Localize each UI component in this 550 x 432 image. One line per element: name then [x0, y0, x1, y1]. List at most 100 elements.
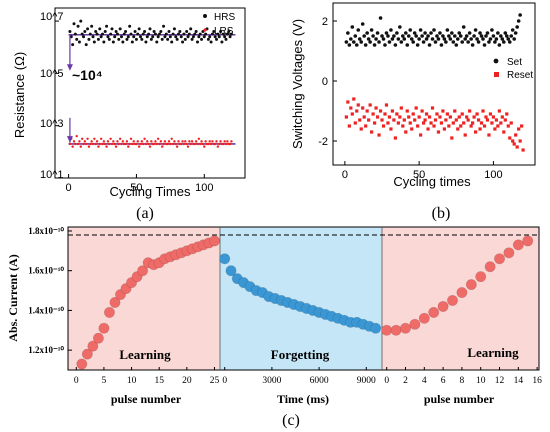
b-point-set [386, 34, 390, 38]
b-point-set [417, 37, 421, 41]
a-point-lrs [127, 145, 130, 148]
b-point-reset [344, 115, 348, 119]
a-annotation: ~10⁴ [72, 67, 103, 83]
c-point-segment-3 [456, 287, 468, 299]
b-point-set [479, 34, 484, 38]
b-point-reset [427, 115, 432, 119]
a-point-hrs [115, 32, 119, 36]
a-point-hrs [113, 35, 117, 39]
b-point-reset [451, 121, 455, 125]
c-point-segment-3 [381, 324, 393, 336]
b-point-set [365, 31, 369, 35]
b-point-set [427, 43, 432, 47]
b-point-set [415, 43, 420, 47]
a-point-hrs [177, 32, 180, 36]
b-point-set [393, 43, 398, 47]
a-point-hrs [102, 40, 106, 44]
a-point-hrs [99, 35, 103, 39]
b-point-reset [447, 124, 451, 128]
b-point-reset [496, 124, 500, 128]
b-point-set [481, 37, 485, 41]
a-point-hrs [159, 30, 163, 34]
a-point-lrs [80, 137, 84, 140]
c-xtick-label: 8 [460, 376, 465, 386]
a-point-hrs [224, 37, 228, 41]
b-point-set [433, 40, 438, 44]
b-point-set [356, 28, 361, 32]
a-point-hrs [145, 35, 149, 39]
a-point-lrs [117, 142, 120, 146]
a-point-hrs [198, 32, 202, 36]
b-point-set [414, 34, 418, 38]
b-point-set [450, 31, 454, 35]
a-point-lrs [89, 142, 92, 146]
a-point-hrs [215, 37, 218, 41]
a-point-hrs [101, 32, 104, 36]
b-point-reset [441, 109, 445, 113]
a-point-lrs [108, 142, 111, 146]
b-point-reset [465, 115, 469, 119]
a-xlabel: Cycling Times [110, 184, 191, 199]
a-point-lrs [216, 145, 220, 148]
a-point-lrs [182, 142, 186, 146]
b-ytick-label: -2 [318, 136, 328, 148]
a-point-lrs [135, 142, 138, 146]
a-point-hrs [219, 30, 223, 34]
b-point-set [426, 34, 430, 38]
b-point-reset [413, 118, 417, 122]
b-point-reset [384, 103, 389, 107]
a-point-hrs [190, 37, 194, 41]
b-point-set [353, 34, 358, 38]
b-point-reset [405, 109, 409, 113]
b-point-set [441, 34, 445, 38]
b-point-set [473, 28, 478, 32]
b-point-reset [506, 124, 510, 128]
a-point-hrs [149, 37, 153, 41]
a-point-lrs [199, 142, 202, 146]
c-point-segment-3 [484, 261, 496, 273]
b-point-reset [463, 133, 467, 137]
a-point-lrs [159, 140, 163, 143]
c-point-segment-3 [494, 253, 506, 265]
b-point-set [429, 31, 433, 35]
b-point-reset [350, 112, 354, 116]
c-xtick-label: 6 [441, 376, 446, 386]
a-point-lrs [91, 142, 95, 146]
c-point-segment-3 [465, 279, 477, 291]
b-point-set [395, 31, 399, 35]
b-point-set [366, 37, 371, 41]
a-legend-lrs-marker [203, 28, 207, 32]
a-point-hrs [120, 35, 123, 39]
b-point-set [454, 43, 459, 47]
b-point-reset [408, 121, 412, 125]
c-point-segment-1 [208, 235, 220, 247]
c-point-segment-1 [98, 322, 110, 334]
b-ytick-label: 2 [322, 16, 328, 28]
a-point-lrs [75, 134, 78, 138]
a-point-hrs [167, 30, 171, 34]
a-point-hrs [71, 43, 75, 47]
a-point-hrs [91, 35, 95, 39]
b-point-set [378, 16, 383, 20]
c-xtick-label: 9000 [357, 376, 376, 386]
b-point-reset [426, 127, 430, 131]
b-point-set [466, 40, 470, 44]
c-point-segment-3 [428, 306, 440, 318]
a-point-lrs [180, 142, 183, 146]
b-point-reset [429, 121, 433, 125]
b-point-reset [422, 121, 426, 125]
b-ytick-label: 0 [322, 76, 328, 88]
c-point-segment-3 [400, 322, 412, 334]
a-point-hrs [133, 30, 137, 34]
a-point-lrs [177, 140, 180, 143]
a-point-hrs [95, 32, 99, 36]
a-point-lrs [152, 142, 156, 146]
a-point-lrs [116, 140, 119, 143]
a-point-lrs [193, 142, 196, 146]
a-point-lrs [78, 140, 81, 143]
a-point-lrs [99, 137, 103, 140]
b-point-reset [352, 97, 356, 101]
b-point-set [405, 43, 410, 47]
a-point-hrs [139, 35, 142, 39]
c-point-segment-2 [370, 322, 382, 334]
